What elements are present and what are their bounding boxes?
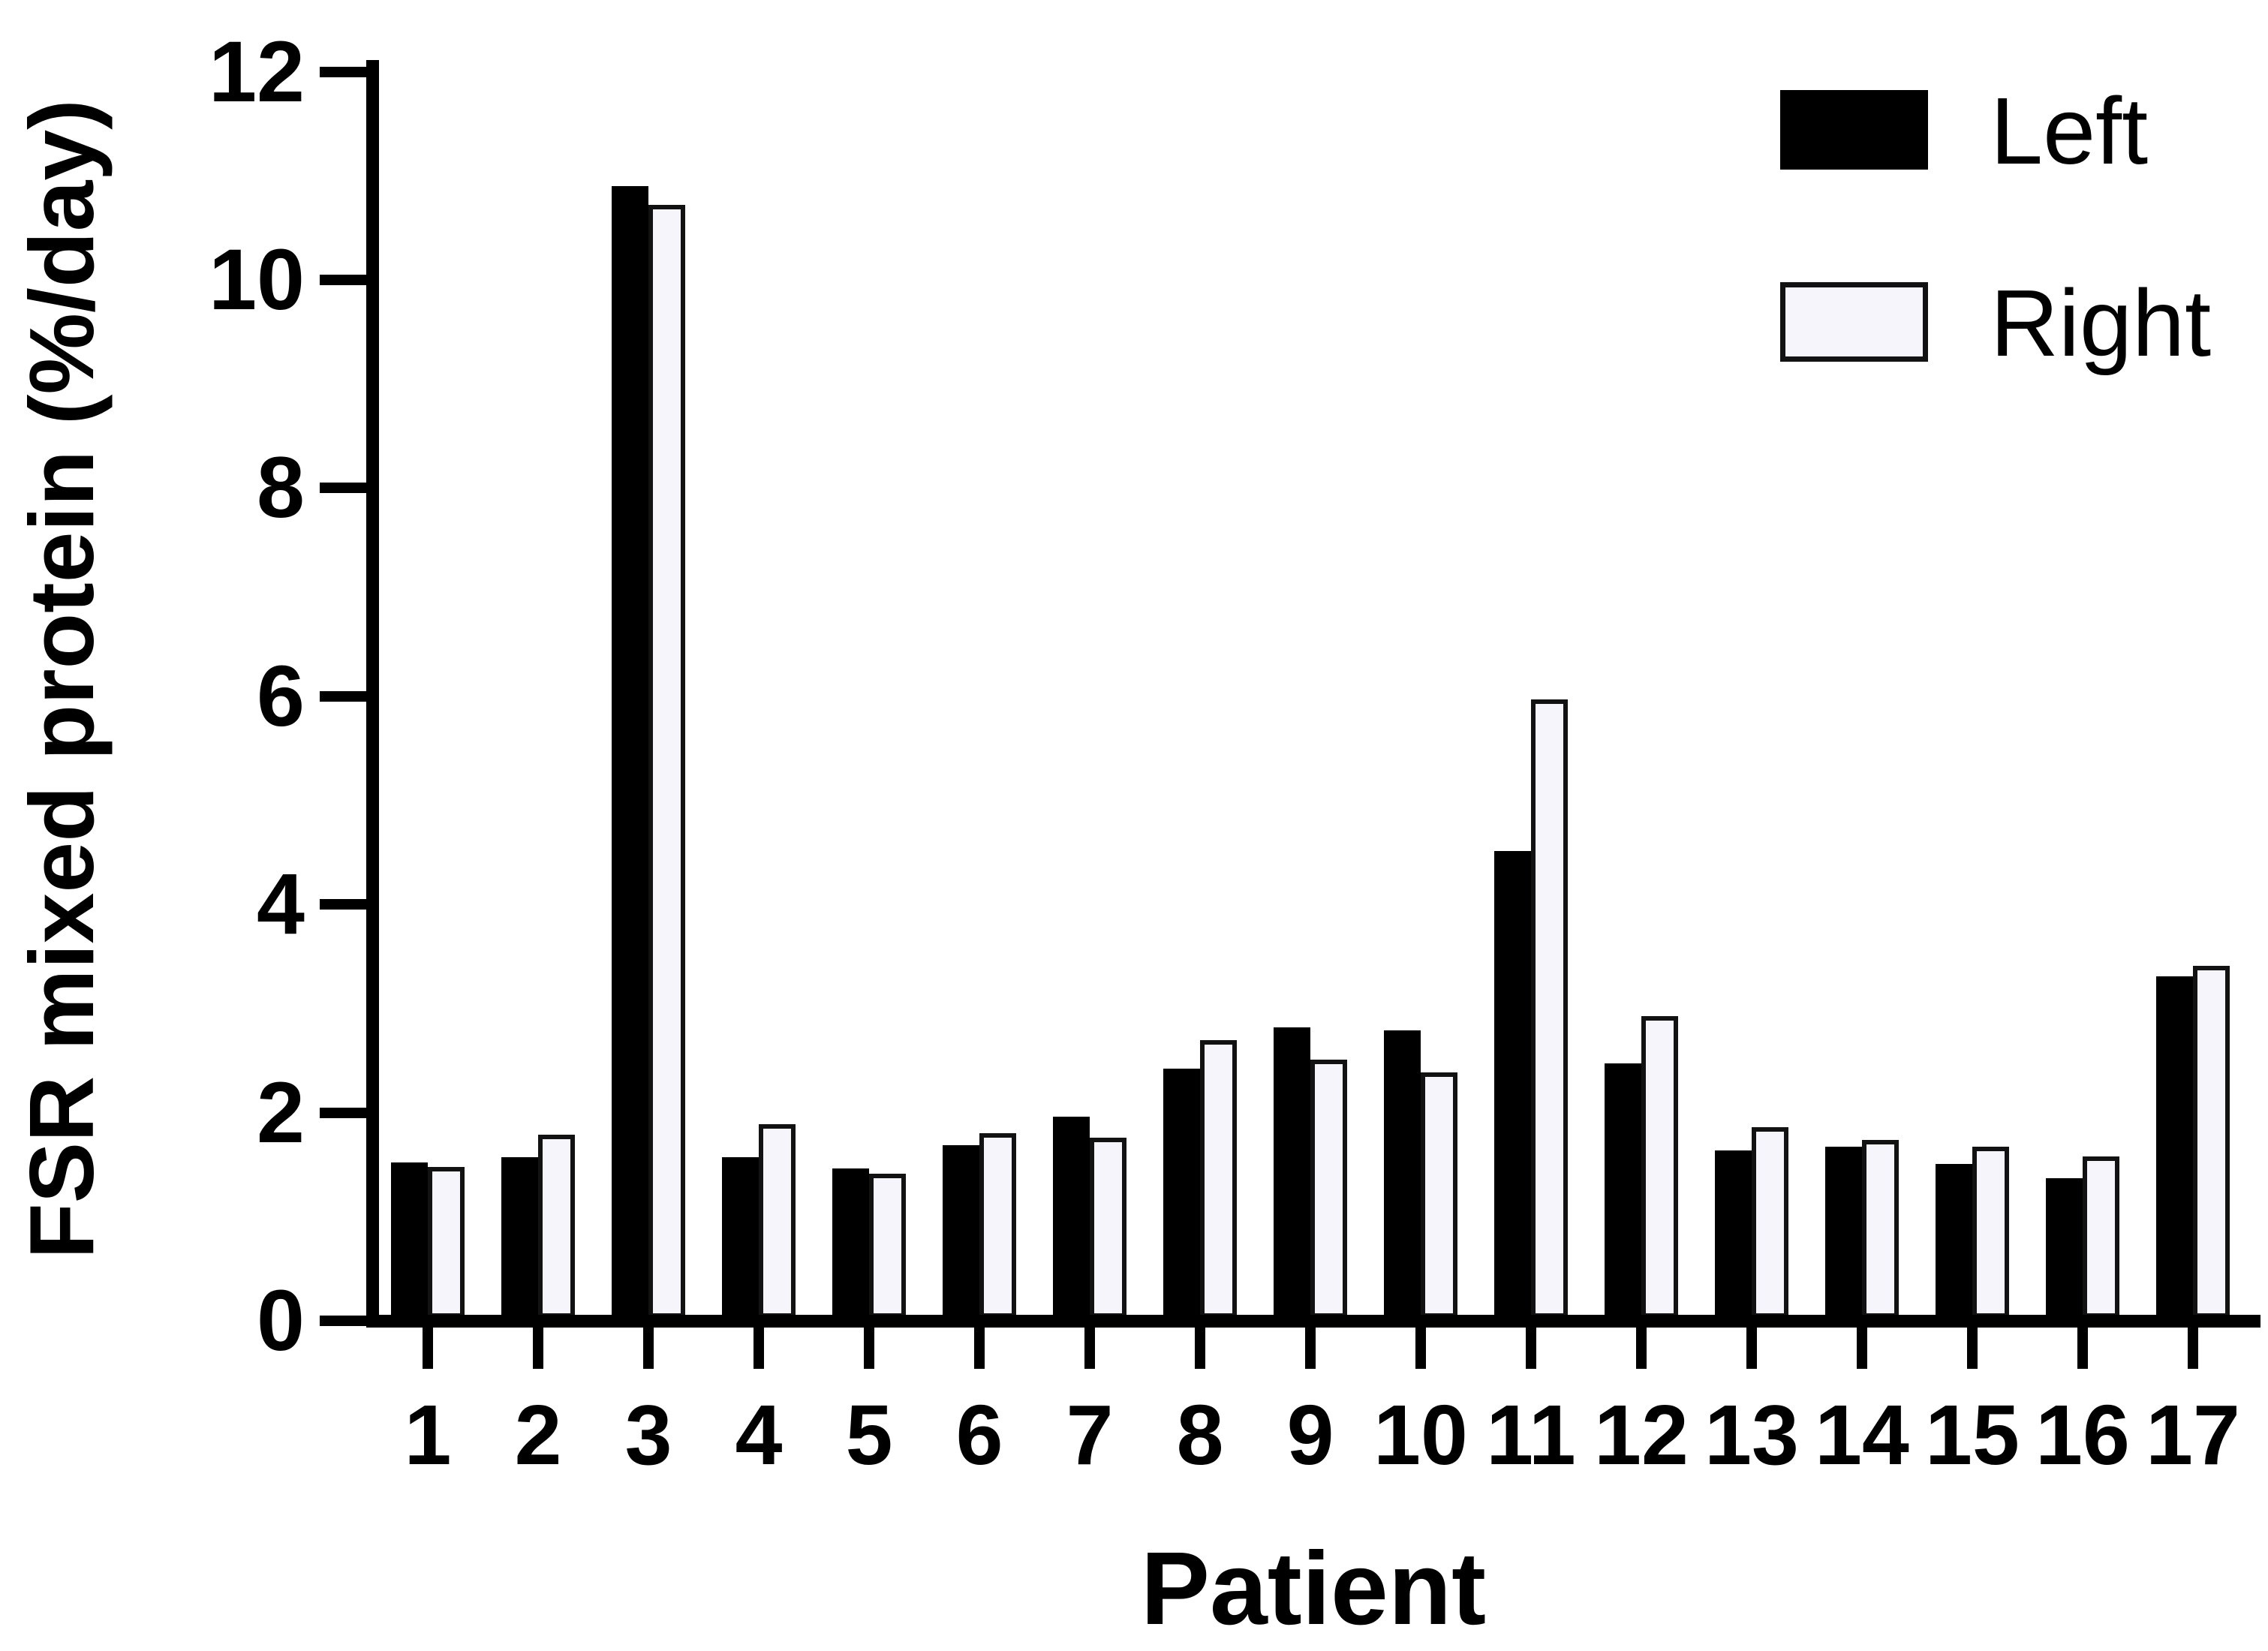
x-tick-14 xyxy=(1857,1325,1867,1369)
bar-left-patient-13 xyxy=(1715,1150,1752,1318)
y-tick-label-12: 12 xyxy=(209,23,305,120)
bar-right-patient-2 xyxy=(538,1134,575,1318)
bar-right-patient-9 xyxy=(1310,1059,1347,1318)
x-axis-title: Patient xyxy=(1140,1531,1487,1646)
bar-left-patient-5 xyxy=(832,1168,869,1318)
bar-left-patient-2 xyxy=(501,1157,538,1318)
x-label-5: 5 xyxy=(845,1388,893,1482)
y-tick-2 xyxy=(320,1107,369,1118)
y-tick-label-4: 4 xyxy=(257,856,305,953)
y-tick-12 xyxy=(320,66,369,77)
x-tick-16 xyxy=(2077,1325,2088,1369)
bar-right-patient-4 xyxy=(759,1123,796,1318)
y-axis-line xyxy=(366,60,379,1328)
y-tick-4 xyxy=(320,899,369,910)
bar-right-patient-7 xyxy=(1090,1137,1126,1318)
x-label-9: 9 xyxy=(1286,1388,1334,1482)
bar-left-patient-17 xyxy=(2156,976,2193,1318)
y-tick-label-6: 6 xyxy=(257,648,305,744)
x-label-16: 16 xyxy=(2035,1388,2130,1482)
bar-right-patient-1 xyxy=(428,1166,465,1318)
x-tick-7 xyxy=(1084,1325,1095,1369)
bar-right-patient-16 xyxy=(2083,1156,2119,1318)
bar-right-patient-6 xyxy=(979,1133,1016,1318)
y-tick-0 xyxy=(320,1316,369,1326)
bar-right-patient-15 xyxy=(1972,1147,2009,1318)
bar-right-patient-8 xyxy=(1200,1039,1237,1318)
x-tick-15 xyxy=(1967,1325,1978,1369)
bar-left-patient-14 xyxy=(1825,1147,1862,1318)
x-label-12: 12 xyxy=(1594,1388,1689,1482)
x-tick-2 xyxy=(533,1325,543,1369)
legend-swatch-left xyxy=(1780,90,1928,170)
bar-left-patient-16 xyxy=(2046,1177,2083,1318)
bar-right-patient-11 xyxy=(1531,699,1568,1318)
x-label-11: 11 xyxy=(1486,1388,1576,1482)
bar-left-patient-6 xyxy=(943,1144,979,1318)
bar-right-patient-13 xyxy=(1752,1127,1788,1318)
x-tick-5 xyxy=(864,1325,874,1369)
bar-right-patient-5 xyxy=(869,1174,906,1318)
bar-right-patient-3 xyxy=(648,205,685,1318)
bar-right-patient-17 xyxy=(2193,966,2230,1318)
y-tick-label-2: 2 xyxy=(257,1064,305,1161)
bar-left-patient-11 xyxy=(1494,851,1531,1318)
x-label-4: 4 xyxy=(735,1388,783,1482)
bar-left-patient-15 xyxy=(1936,1163,1972,1318)
bar-left-patient-10 xyxy=(1384,1030,1421,1318)
legend-label-right: Right xyxy=(1990,270,2212,376)
y-axis-title: FSR mixed protein (%/day) xyxy=(11,99,113,1259)
x-label-10: 10 xyxy=(1373,1388,1468,1482)
legend-swatch-right xyxy=(1780,282,1928,362)
x-tick-8 xyxy=(1195,1325,1205,1369)
x-label-1: 1 xyxy=(404,1388,452,1482)
x-label-17: 17 xyxy=(2146,1388,2240,1482)
x-tick-13 xyxy=(1746,1325,1757,1369)
bar-right-patient-10 xyxy=(1421,1072,1457,1318)
x-axis-line xyxy=(366,1315,2260,1328)
x-tick-17 xyxy=(2188,1325,2198,1369)
y-tick-label-10: 10 xyxy=(209,232,305,328)
y-tick-label-8: 8 xyxy=(257,440,305,537)
x-tick-3 xyxy=(643,1325,654,1369)
bar-left-patient-3 xyxy=(612,186,648,1318)
bar-right-patient-12 xyxy=(1641,1015,1678,1318)
x-tick-10 xyxy=(1415,1325,1426,1369)
bar-right-patient-14 xyxy=(1862,1139,1899,1318)
y-tick-8 xyxy=(320,483,369,494)
y-tick-10 xyxy=(320,275,369,285)
x-tick-6 xyxy=(974,1325,985,1369)
bar-left-patient-7 xyxy=(1053,1117,1090,1318)
x-label-3: 3 xyxy=(624,1388,672,1482)
x-label-15: 15 xyxy=(1925,1388,2020,1482)
x-label-8: 8 xyxy=(1176,1388,1224,1482)
bar-left-patient-9 xyxy=(1274,1027,1310,1318)
x-label-7: 7 xyxy=(1066,1388,1114,1482)
x-tick-12 xyxy=(1636,1325,1647,1369)
bar-left-patient-8 xyxy=(1163,1069,1200,1318)
x-label-13: 13 xyxy=(1704,1388,1799,1482)
x-label-2: 2 xyxy=(514,1388,562,1482)
y-tick-label-0: 0 xyxy=(257,1273,305,1369)
bar-left-patient-4 xyxy=(722,1157,759,1318)
legend-label-left: Left xyxy=(1990,78,2149,184)
x-tick-9 xyxy=(1305,1325,1316,1369)
bar-left-patient-12 xyxy=(1605,1063,1641,1318)
bar-left-patient-1 xyxy=(391,1162,428,1318)
x-tick-4 xyxy=(753,1325,764,1369)
x-tick-11 xyxy=(1526,1325,1536,1369)
x-tick-1 xyxy=(423,1325,433,1369)
x-label-6: 6 xyxy=(955,1388,1003,1482)
y-tick-6 xyxy=(320,690,369,702)
x-label-14: 14 xyxy=(1815,1388,1909,1482)
